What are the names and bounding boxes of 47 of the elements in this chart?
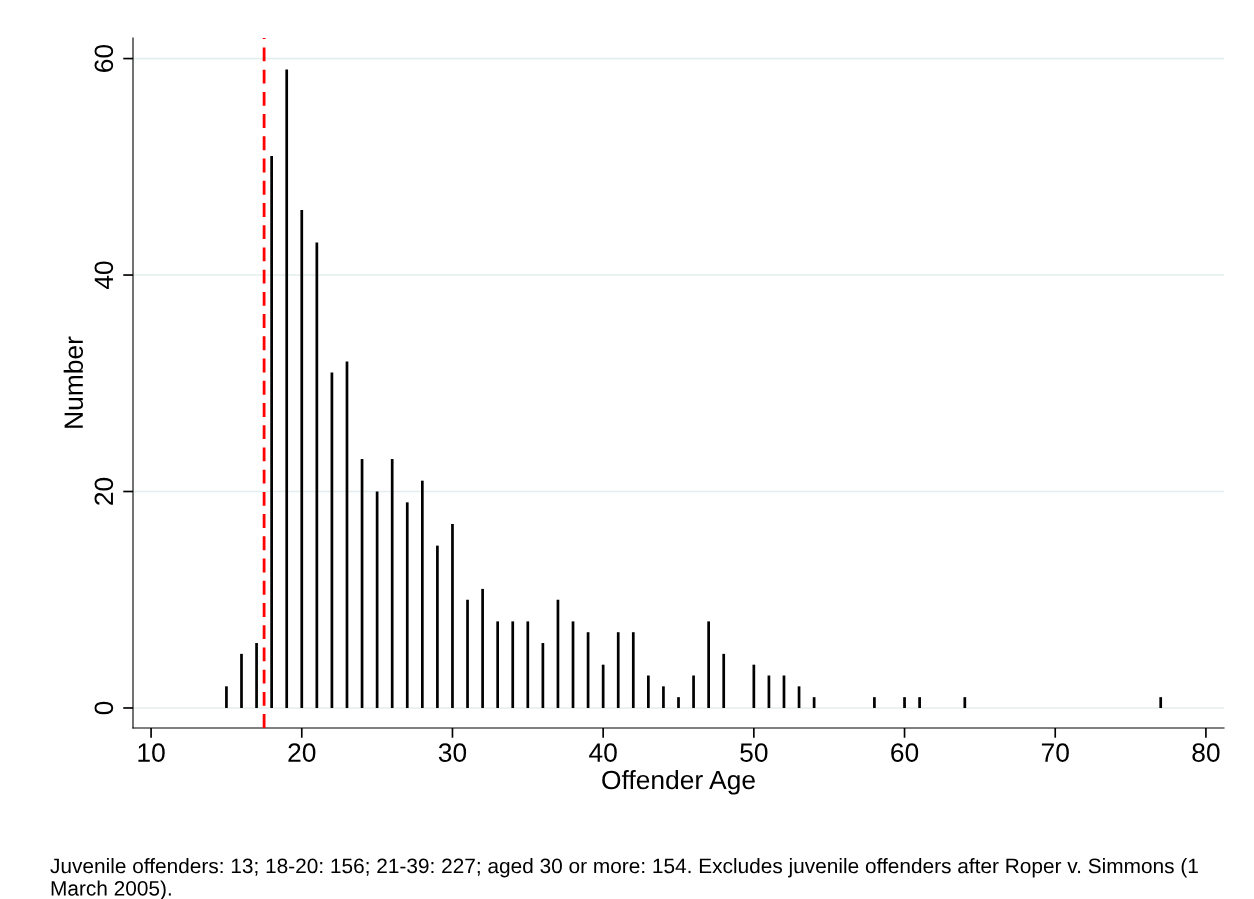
bar [405,502,409,708]
bar [285,69,289,708]
bar [315,242,319,708]
bar [496,621,500,708]
x-tick-label: 10 [138,743,165,762]
x-tick-label: 80 [1192,743,1220,762]
x-tick-label: 30 [438,743,467,762]
bar [601,664,605,708]
bar [873,697,876,708]
bar [436,545,439,708]
bar [707,621,710,708]
bar [451,523,454,708]
bar [390,459,394,708]
y-axis-title: Number [63,336,84,428]
bar [481,588,484,708]
y-tick-label: 20 [94,477,114,505]
bar [255,643,258,708]
bar [240,653,243,708]
y-tick-label: 40 [94,261,114,290]
bar [270,155,273,708]
bar [466,599,469,708]
bar [420,480,424,708]
y-tick-label: 0 [94,701,114,715]
bar [616,632,620,708]
x-tick-label: 40 [589,743,617,762]
bar [722,653,726,708]
bar [1159,697,1163,708]
x-tick-label: 20 [288,743,316,762]
bar [677,697,680,708]
bar [903,697,906,708]
x-axis-title: Offender Age [602,769,755,795]
x-tick-label: 50 [740,743,768,762]
bar [511,621,515,708]
x-tick-label: 60 [891,743,919,762]
x-tick-label: 70 [1041,743,1069,762]
bar [631,632,635,708]
bar [918,697,921,708]
bar [662,686,665,708]
bar [225,686,228,708]
y-tick-label: 60 [94,44,114,72]
bar [526,621,530,708]
bar [647,675,650,708]
bar [300,210,304,708]
bar [752,664,756,708]
bar [963,697,967,708]
bar [692,675,695,708]
text: Juvenile offenders: 13; 18-20: 156; 21-39: 227; aged 30 or more: 154. Excludes juvenile offenders after Roper v. Simmons (1 March 2005). [50,858,1198,899]
